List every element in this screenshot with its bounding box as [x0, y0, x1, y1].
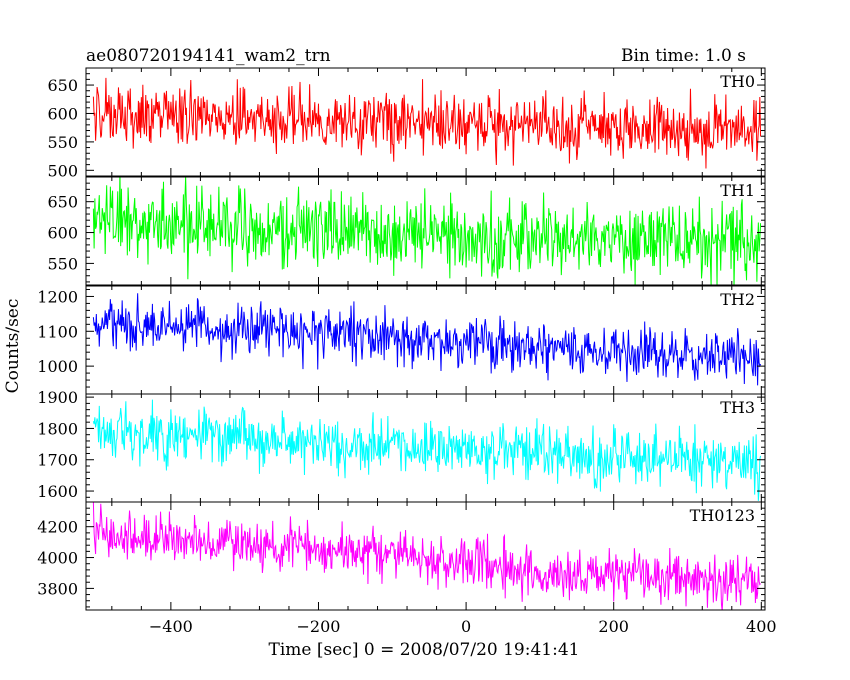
y-tick-label: 3800 — [37, 579, 78, 598]
panel-th0123: 3800 4000 4200 TH0123 — [37, 501, 766, 611]
y-tick-label: 1100 — [37, 322, 78, 341]
panel-th2: 1000 1100 1200 TH2 — [37, 285, 766, 395]
panel-frame — [85, 501, 766, 611]
panel-frame — [85, 176, 766, 286]
panels-group: 500 550 600 650 TH0 550 600 650 TH1 1000 1100 1200 T… — [37, 67, 766, 611]
x-axis: −400 −200 0 200 400 — [149, 617, 777, 636]
y-tick-label: 500 — [47, 161, 78, 180]
panel-label: TH1 — [720, 181, 755, 200]
x-tick-label: 200 — [598, 617, 629, 636]
panel-frame — [85, 67, 766, 177]
y-tick-label: 1200 — [37, 287, 78, 306]
y-tick-label: 600 — [47, 104, 78, 123]
series-line-th1 — [92, 177, 762, 285]
y-tick-label: 1700 — [37, 451, 78, 470]
panel-th0: 500 550 600 650 TH0 — [47, 67, 766, 180]
y-tick-label: 1600 — [37, 482, 78, 501]
series-line-th0 — [92, 77, 762, 169]
panel-th1: 550 600 650 TH1 — [47, 176, 766, 286]
y-tick-label: 1000 — [37, 357, 78, 376]
series-line-th0123 — [92, 502, 761, 610]
x-tick-label: −400 — [149, 617, 193, 636]
series-line-th3 — [92, 399, 762, 501]
x-tick-label: 400 — [746, 617, 777, 636]
y-tick-label: 600 — [47, 224, 78, 243]
y-tick-label: 1900 — [37, 388, 78, 407]
bin-time-label: Bin time: 1.0 s — [621, 46, 746, 66]
panel-th3: 1600 1700 1800 1900 TH3 — [37, 388, 766, 503]
panel-label: TH0123 — [690, 506, 755, 525]
y-tick-label: 650 — [47, 76, 78, 95]
series-line-th2 — [92, 293, 762, 386]
x-tick-label: −200 — [297, 617, 341, 636]
y-tick-label: 1800 — [37, 419, 78, 438]
panel-label: TH2 — [720, 290, 755, 309]
chart-title: ae080720194141_wam2_trn — [86, 46, 331, 66]
y-tick-label: 550 — [47, 254, 78, 273]
y-axis-label: Counts/sec — [3, 299, 23, 394]
x-axis-label: Time [sec] 0 = 2008/07/20 19:41:41 — [269, 640, 580, 660]
panel-label: TH3 — [720, 398, 755, 417]
y-tick-label: 650 — [47, 193, 78, 212]
x-tick-label: 0 — [461, 617, 471, 636]
panel-label: TH0 — [720, 72, 755, 91]
y-tick-label: 4200 — [37, 518, 78, 537]
y-tick-label: 4000 — [37, 549, 78, 568]
y-tick-label: 550 — [47, 133, 78, 152]
